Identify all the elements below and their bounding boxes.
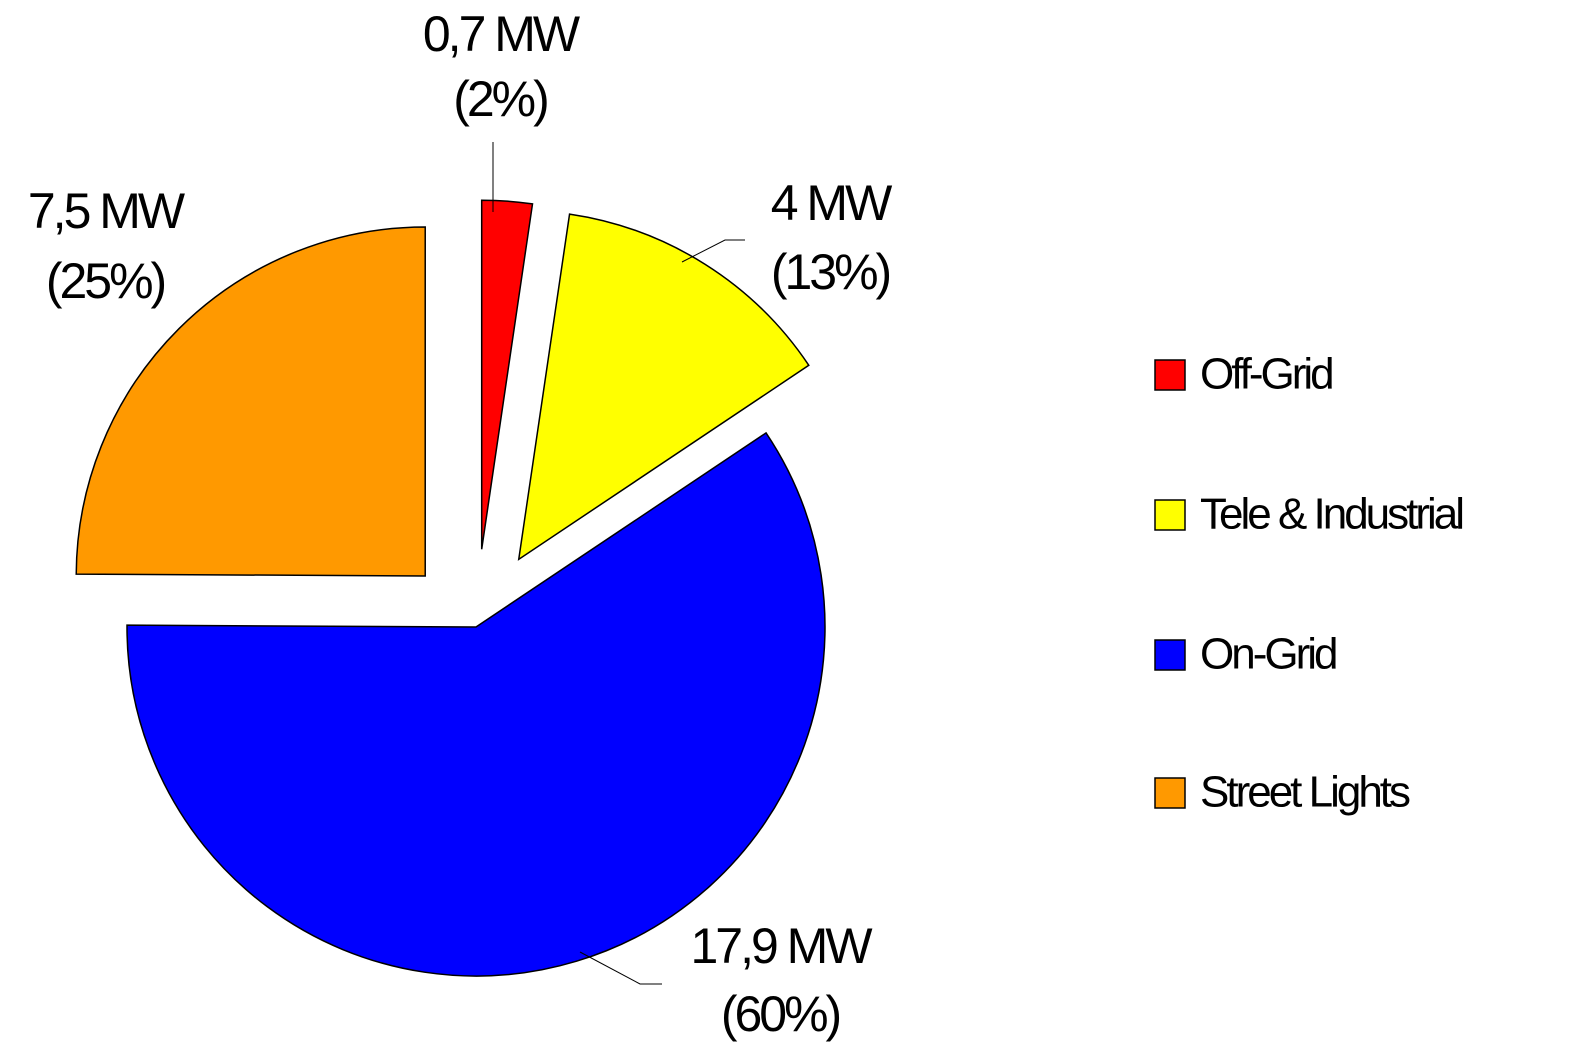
pie-slice xyxy=(480,199,534,550)
legend-label: On-Grid xyxy=(1200,630,1336,679)
value-label: 0,7 MW xyxy=(423,6,581,62)
percent-label: (13%) xyxy=(771,244,890,300)
leader-line xyxy=(579,951,662,985)
pie-slice xyxy=(75,226,426,577)
percent-label: (2%) xyxy=(453,71,547,127)
pie-slice xyxy=(126,431,826,977)
legend-label: Off-Grid xyxy=(1200,350,1332,399)
legend-swatch xyxy=(1154,359,1186,391)
legend-swatch xyxy=(1154,639,1186,671)
value-label: 17,9 MW xyxy=(690,918,873,974)
leader-line xyxy=(681,239,745,263)
value-label: 4 MW xyxy=(771,175,893,231)
pie-slice xyxy=(517,213,810,561)
legend-swatch xyxy=(1154,777,1186,809)
legend-label: Tele & Industrial xyxy=(1200,490,1462,539)
legend-swatch xyxy=(1154,499,1186,531)
legend-label: Street Lights xyxy=(1200,768,1410,817)
percent-label: (25%) xyxy=(46,253,165,309)
percent-label: (60%) xyxy=(721,986,840,1042)
value-label: 7,5 MW xyxy=(28,183,186,239)
